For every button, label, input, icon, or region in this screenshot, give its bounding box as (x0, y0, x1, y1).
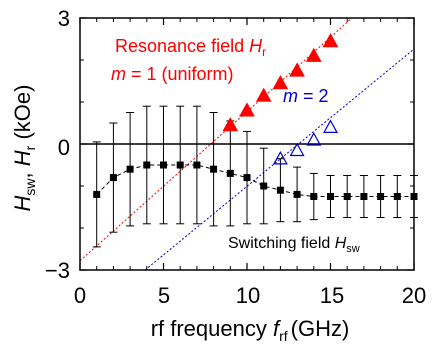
switching-field-point (377, 193, 385, 200)
x-tick-label: 20 (402, 283, 426, 308)
x-tick-label: 0 (74, 283, 86, 308)
switching-field-point (176, 161, 184, 169)
resonance-m1-point (239, 102, 255, 117)
resonance-m1-point (255, 87, 272, 102)
resonance-field-label: Resonance field Hr (115, 36, 266, 59)
m1-label: m = 1 (uniform) (111, 64, 234, 84)
x-axis-title: rf frequency frf (GHz) (151, 316, 350, 344)
switching-field-point (226, 169, 234, 177)
switching-field-point (327, 193, 334, 200)
switching-field-point (360, 193, 368, 200)
x-tick-label: 15 (320, 283, 344, 308)
resonance-m2-point (322, 119, 339, 133)
y-axis-title: Hsw, Hr (kOe) (10, 85, 38, 212)
fit-line (80, 18, 351, 262)
resonance-m1-point (272, 75, 289, 90)
switching-field-point (193, 161, 201, 169)
fit-line (144, 48, 414, 270)
switching-field-point (293, 190, 301, 198)
x-tick-labels: 0 5 10 15 20 (74, 283, 426, 308)
switching-field-point (343, 193, 351, 200)
y-tick-labels: 3 0 −3 (45, 6, 70, 283)
x-tick-label: 10 (236, 283, 260, 308)
switching-field-point (160, 161, 167, 169)
x-tick-label: 5 (158, 283, 170, 308)
switching-field-point (276, 186, 284, 194)
switching-field-point (310, 193, 318, 200)
plot-area (79, 17, 418, 271)
resonance-m1-point (222, 117, 239, 132)
resonance-m2-point (306, 132, 322, 146)
switching-field-point (126, 165, 134, 173)
m2-label: m = 2 (283, 86, 329, 106)
switching-field-point (210, 165, 218, 173)
resonance-m1-point (305, 47, 322, 62)
resonance-m2-point (289, 142, 305, 157)
switching-field-line (96, 164, 414, 197)
y-tick-label: −3 (45, 258, 70, 283)
switching-field-point (143, 161, 151, 169)
resonance-m2-point (272, 150, 288, 165)
switching-field-point (93, 190, 101, 198)
y-tick-label: 3 (58, 6, 70, 31)
resonance-m1-point (322, 33, 339, 48)
switching-field-point (109, 174, 117, 182)
switching-field-point (393, 193, 401, 200)
switching-field-point (260, 182, 268, 190)
resonance-m1-point (289, 62, 305, 77)
y-tick-label: 0 (58, 135, 70, 160)
switching-field-point (243, 174, 251, 182)
switching-field-label: Switching field Hsw (228, 235, 360, 255)
